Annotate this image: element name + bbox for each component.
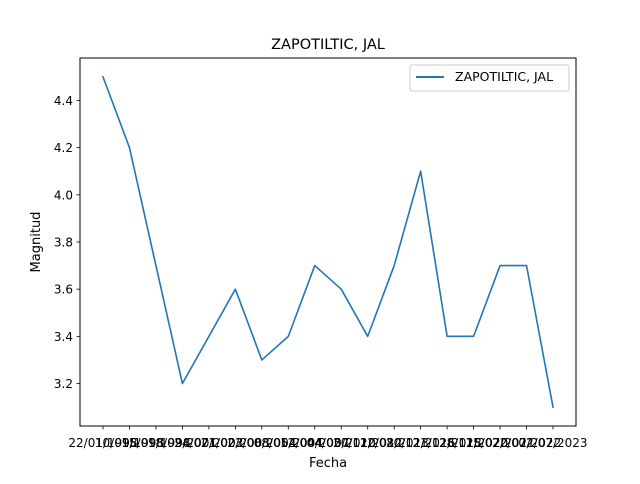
- x-tick-label: 22/07/2022: [492, 436, 561, 450]
- series-layer: [101, 75, 554, 409]
- x-tick-label: 08/05/2004: [254, 436, 323, 450]
- y-axis-label: Magnitud: [29, 212, 44, 273]
- legend-box: [409, 64, 570, 92]
- x-tick-label: 12/08/2013: [360, 436, 429, 450]
- y-tick-label: 4.2: [54, 141, 73, 155]
- x-tick-label: 22/01/1998: [68, 436, 137, 450]
- x-tick-label: 23/08/2004: [227, 436, 296, 450]
- x-tick-label: 21/02/2003: [201, 436, 270, 450]
- x-tick-label: 24/07/2002: [174, 436, 243, 450]
- y-tick-label: 3.2: [54, 377, 73, 391]
- x-tick-label: 15/09/1998: [121, 436, 190, 450]
- y-tick-label: 3.4: [54, 330, 73, 344]
- series-line: [101, 75, 554, 409]
- x-tick-label: 21/12/2018: [413, 436, 482, 450]
- x-tick-label: 04/05/2010: [307, 436, 376, 450]
- legend-entry-label: ZAPOTILTIC, JAL: [455, 69, 553, 84]
- x-tick-label: 20/12/2012: [333, 436, 402, 450]
- x-tick-label: 28/12/2020: [439, 436, 508, 450]
- y-tick-label: 3.8: [54, 236, 73, 250]
- x-tick-label: 02/07/2023: [518, 436, 587, 450]
- x-tick-label: 20/12/2016: [386, 436, 455, 450]
- x-tick-label: 18/09/2001: [148, 436, 217, 450]
- x-tick-label: 12/04/2007: [280, 436, 349, 450]
- y-axis: 3.2 3.4 3.6 3.8 4.0 4.2 4.4: [54, 94, 80, 391]
- x-tick-label: 15/07/2021: [465, 436, 534, 450]
- chart-title: ZAPOTILTIC, JAL: [271, 37, 385, 53]
- y-tick-label: 4.0: [54, 188, 73, 202]
- x-tick-label: 10/09/1998: [95, 436, 164, 450]
- x-axis-label: Fecha: [309, 456, 347, 471]
- y-tick-label: 4.4: [54, 94, 73, 108]
- legend: ZAPOTILTIC, JAL: [409, 64, 570, 92]
- plot-frame: [79, 57, 577, 427]
- x-axis: 22/01/199810/09/199815/09/199818/09/2001…: [68, 426, 588, 450]
- y-tick-label: 3.6: [54, 283, 73, 297]
